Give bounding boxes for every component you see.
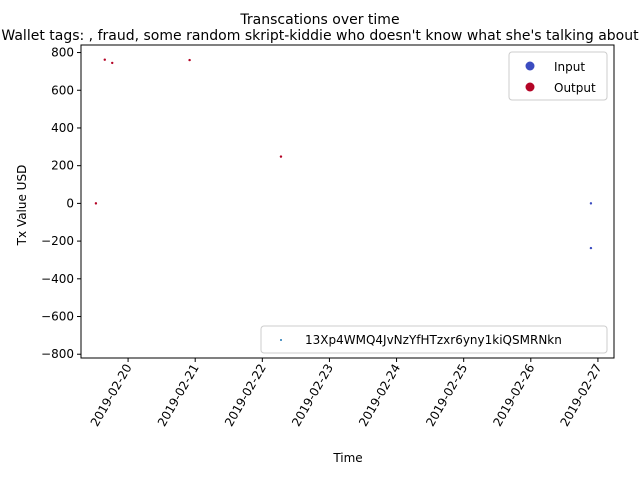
data-points xyxy=(94,58,593,250)
y-tick-label: 0 xyxy=(66,196,74,210)
data-point-input xyxy=(589,202,593,205)
x-tick-label: 2019-02-27 xyxy=(558,362,605,429)
y-axis: −800 −600 −400 −200 0 200 400 600 800 xyxy=(41,46,81,361)
legend-lower-frame xyxy=(260,325,608,354)
x-tick-label: 2019-02-24 xyxy=(356,362,403,429)
data-point-output xyxy=(188,58,191,62)
x-axis: 2019-02-20 2019-02-21 2019-02-22 2019-02-23… xyxy=(88,358,605,429)
legend-output-label: Output xyxy=(554,81,596,95)
y-tick-label: 200 xyxy=(51,159,74,173)
legend-lower: 13Xp4WMQ4JvNzYfHTzxr6yny1kiQSMRNkn xyxy=(260,325,608,354)
plot-area xyxy=(80,44,615,359)
data-point-output xyxy=(103,58,106,61)
legend-address-marker xyxy=(280,339,282,341)
y-tick-label: −600 xyxy=(41,310,74,324)
chart-title: Transcations over time xyxy=(239,12,399,28)
x-tick-label: 2019-02-26 xyxy=(490,362,537,429)
data-point-output xyxy=(111,61,114,65)
y-tick-label: 800 xyxy=(51,46,74,60)
y-tick-label: −200 xyxy=(41,234,74,248)
x-tick-label: 2019-02-25 xyxy=(423,361,470,428)
legend-address-label: 13Xp4WMQ4JvNzYfHTzxr6yny1kiQSMRNkn xyxy=(305,333,562,347)
data-point-output xyxy=(279,155,283,158)
y-tick-label: 600 xyxy=(51,83,74,97)
y-tick-label: −400 xyxy=(41,272,74,286)
x-tick-label: 2019-02-22 xyxy=(222,362,269,429)
plot-frame xyxy=(80,44,615,359)
y-axis-label: Tx Value USD xyxy=(15,165,29,247)
x-axis-label: Time xyxy=(332,451,362,465)
legend-input-marker xyxy=(525,61,535,71)
y-tick-label: −800 xyxy=(41,347,74,361)
legend-input-label: Input xyxy=(554,60,585,74)
y-tick-label: 400 xyxy=(51,121,74,135)
x-tick-label: 2019-02-23 xyxy=(289,362,336,429)
x-tick-label: 2019-02-21 xyxy=(155,362,202,429)
data-point-output xyxy=(94,202,98,205)
data-point-input xyxy=(589,246,593,250)
x-tick-label: 2019-02-20 xyxy=(88,362,135,429)
legend-upper: Input Output xyxy=(508,51,608,101)
chart-subtitle: Wallet tags: , fraud, some random skript… xyxy=(1,28,639,44)
legend-output-marker xyxy=(525,82,535,92)
